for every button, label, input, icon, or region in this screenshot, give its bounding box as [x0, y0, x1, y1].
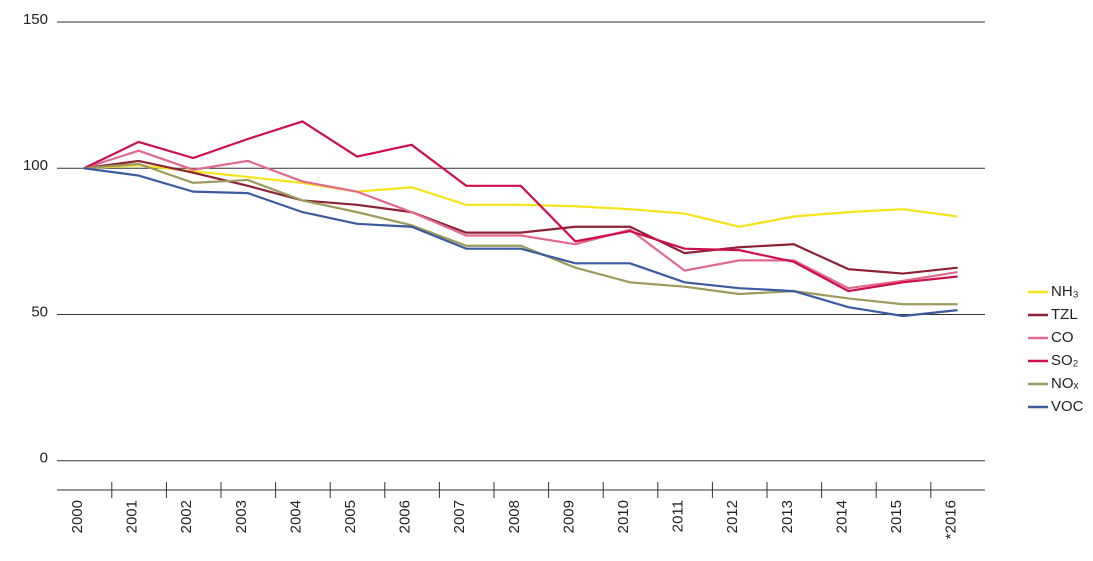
x-tick-label: 2015	[888, 500, 905, 533]
x-tick-label: 2005	[342, 500, 359, 533]
legend-label: CO	[1051, 329, 1074, 346]
y-tick-label: 50	[31, 303, 48, 320]
legend-label: NH₃	[1051, 283, 1079, 300]
legend-label: SO₂	[1051, 352, 1079, 369]
x-tick-label: 2007	[451, 500, 468, 533]
series-line	[83, 159, 958, 275]
x-tick-label: 2004	[287, 500, 304, 533]
x-tick-label: 2000	[69, 500, 86, 533]
legend-label: NOₓ	[1051, 375, 1079, 392]
x-tick-label: 2013	[779, 500, 796, 533]
series-line	[83, 120, 958, 293]
series-line	[83, 149, 958, 290]
series-line	[83, 164, 958, 228]
x-tick-label: 2010	[615, 500, 632, 533]
x-tick-label: 2014	[833, 500, 850, 533]
x-tick-label: 2009	[560, 500, 577, 533]
y-tick-label: 0	[40, 450, 48, 467]
legend-label: VOC	[1051, 398, 1084, 415]
x-tick-label: 2002	[178, 500, 195, 533]
series-line	[83, 162, 958, 306]
series-line	[83, 167, 958, 318]
x-tick-label: 2001	[124, 500, 141, 533]
x-tick-label: 2003	[233, 500, 250, 533]
x-tick-label: 2012	[724, 500, 741, 533]
y-tick-label: 150	[23, 11, 48, 28]
x-tick-label: 2008	[506, 500, 523, 533]
x-tick-label: *2016	[943, 500, 960, 539]
x-tick-label: 2006	[397, 500, 414, 533]
y-tick-label: 100	[23, 157, 48, 174]
legend-label: TZL	[1051, 306, 1078, 323]
x-tick-label: 2011	[670, 500, 687, 532]
